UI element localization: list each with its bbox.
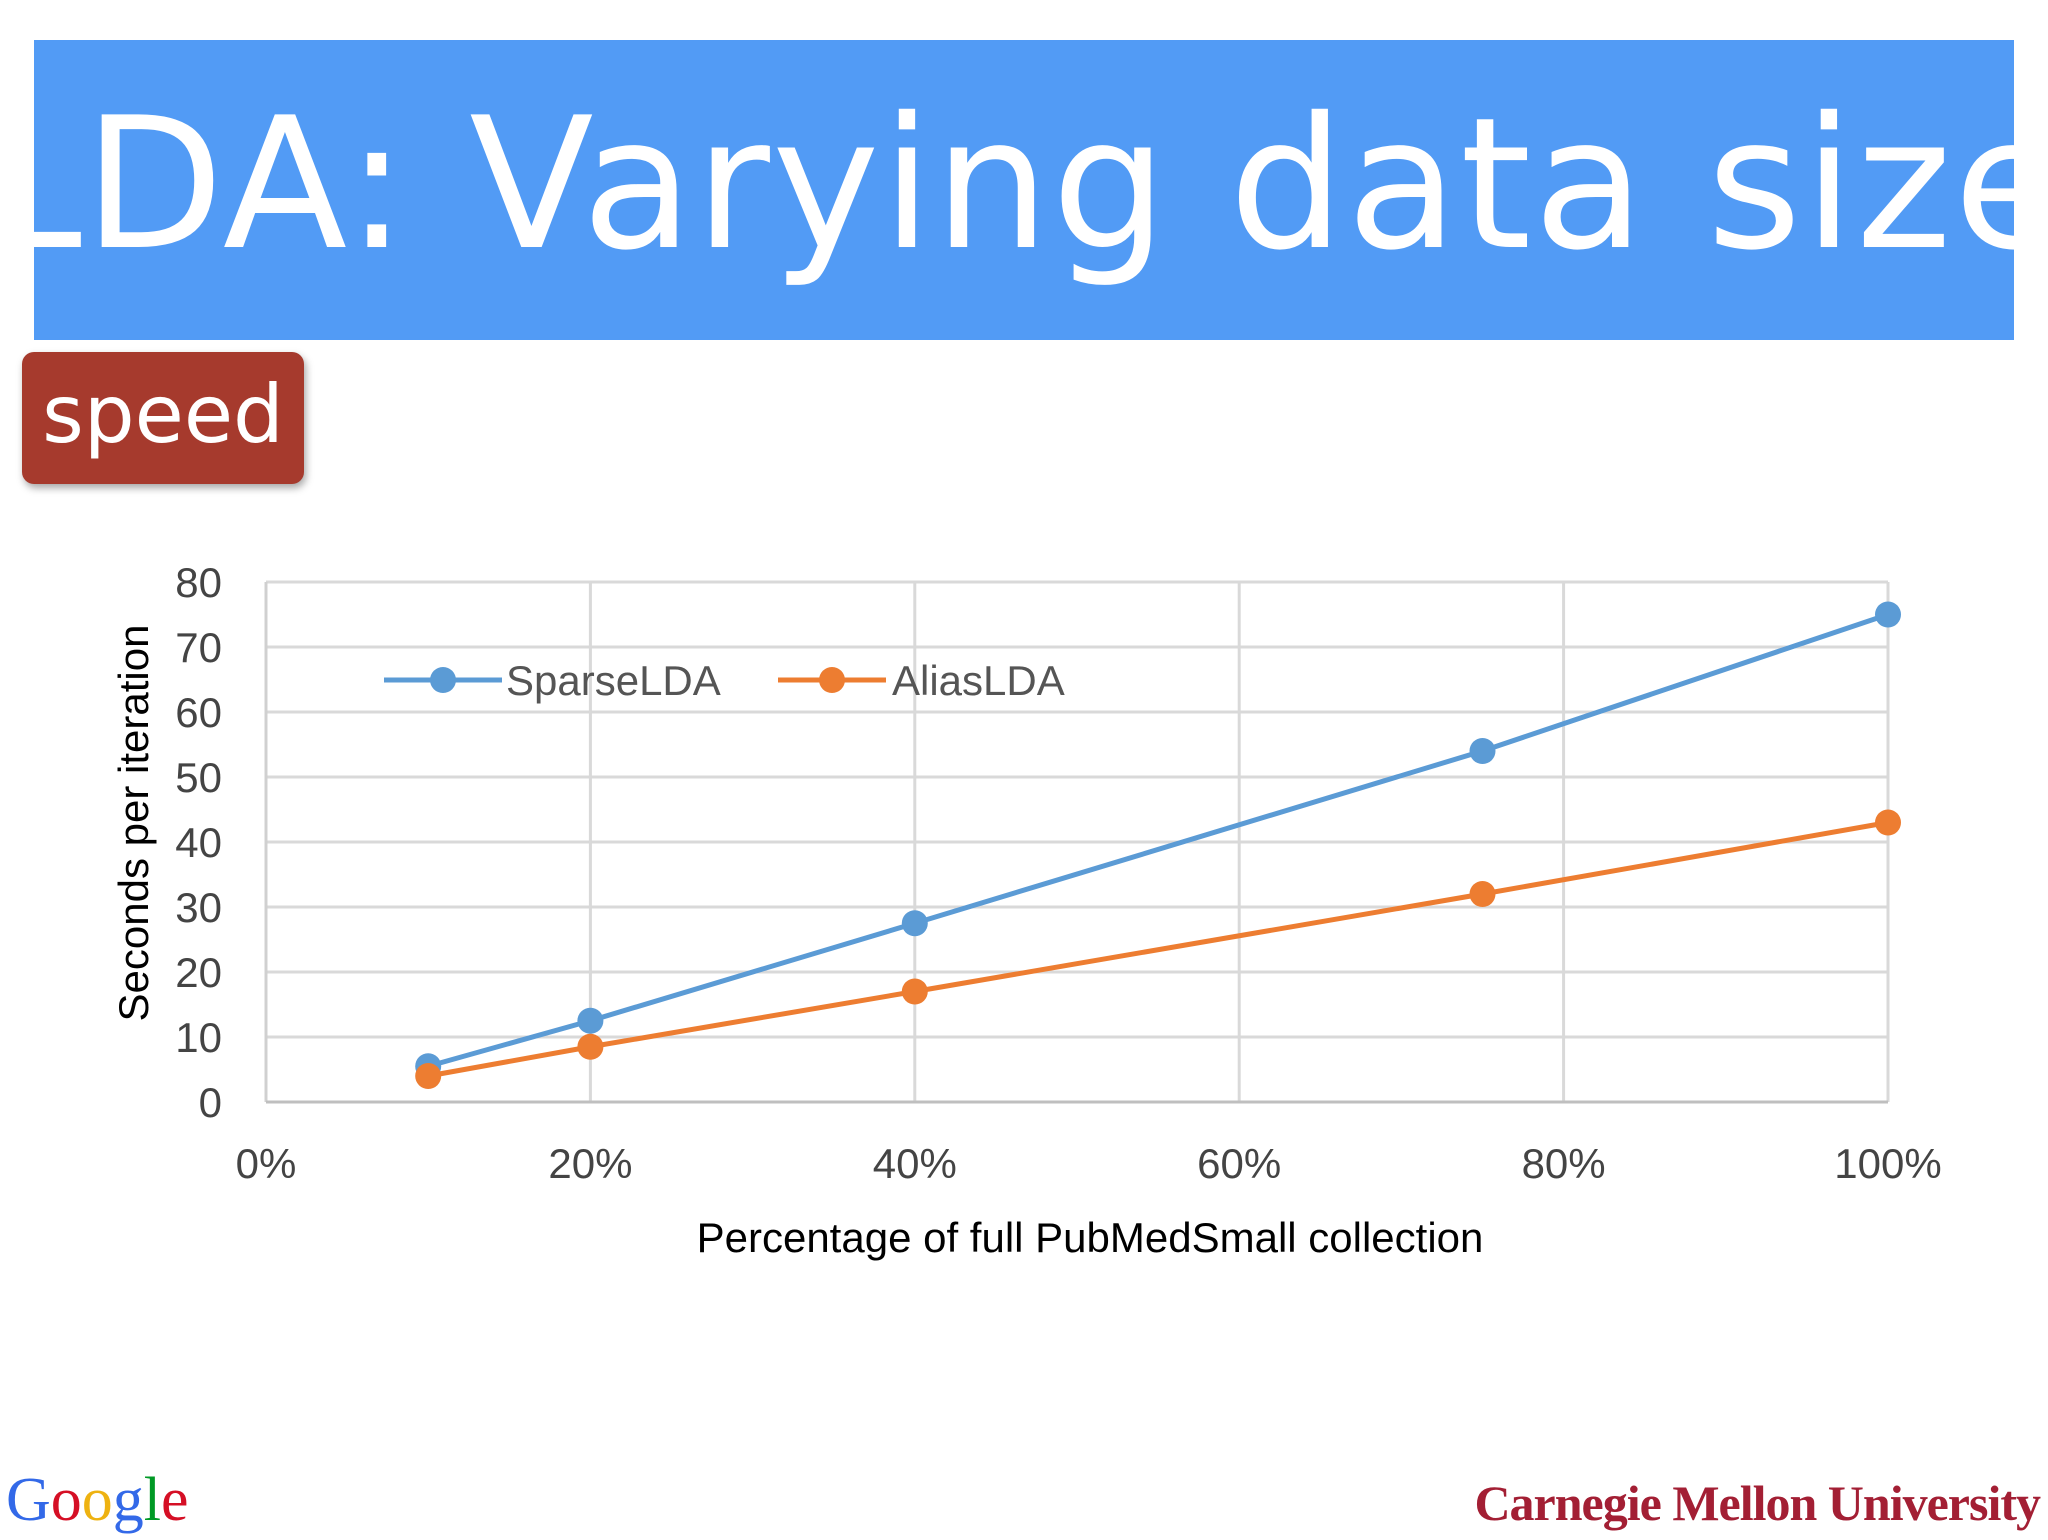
y-tick-label: 70 xyxy=(175,624,222,671)
legend-marker-sparselda xyxy=(430,667,456,693)
y-tick-label: 20 xyxy=(175,949,222,996)
legend-label-aliaslda: AliasLDA xyxy=(892,657,1065,704)
google-logo-letter: e xyxy=(161,1466,189,1534)
chart-ticks: 0 10 20 30 40 50 60 70 80 0% 20% 40% 60% 80% 100% xyxy=(175,559,1941,1187)
google-logo-letter: g xyxy=(112,1466,144,1534)
data-point-aliaslda xyxy=(1469,881,1496,907)
cmu-logo: Carnegie Mellon University xyxy=(1474,1475,2041,1531)
data-point-aliaslda xyxy=(901,978,928,1005)
chart-series xyxy=(415,601,1901,1089)
x-tick-label: 80% xyxy=(1522,1140,1606,1187)
y-tick-label: 60 xyxy=(175,689,222,736)
legend-marker-aliaslda xyxy=(819,667,845,693)
google-logo-letter: G xyxy=(6,1466,51,1534)
google-logo-letter: o xyxy=(81,1466,113,1534)
x-tick-label: 20% xyxy=(548,1140,632,1187)
title-banner: LDA: Varying data size xyxy=(0,40,2048,340)
y-axis-title: Seconds per iteration xyxy=(110,625,157,1022)
y-tick-label: 10 xyxy=(175,1014,222,1061)
legend-label-sparselda: SparseLDA xyxy=(506,657,721,704)
x-axis-title: Percentage of full PubMedSmall collectio… xyxy=(697,1214,1484,1261)
data-point-aliaslda xyxy=(1875,809,1901,836)
data-point-aliaslda xyxy=(577,1033,604,1060)
y-tick-label: 0 xyxy=(199,1079,222,1126)
x-tick-label: 60% xyxy=(1197,1140,1281,1187)
data-point-sparselda xyxy=(901,910,928,937)
google-logo-letter: o xyxy=(50,1466,82,1534)
x-tick-label: 40% xyxy=(873,1140,957,1187)
y-tick-label: 80 xyxy=(175,559,222,606)
data-point-sparselda xyxy=(1469,738,1496,764)
chart-axes xyxy=(264,582,1888,1104)
chart-legend: SparseLDA AliasLDA xyxy=(384,657,1065,704)
x-tick-label: 100% xyxy=(1834,1140,1941,1187)
y-tick-label: 30 xyxy=(175,884,222,931)
y-tick-label: 40 xyxy=(175,819,222,866)
y-tick-label: 50 xyxy=(175,754,222,801)
data-point-sparselda xyxy=(577,1007,604,1034)
slide-title: LDA: Varying data size xyxy=(0,78,2048,290)
speed-badge: speed xyxy=(22,352,304,484)
data-point-sparselda xyxy=(1875,601,1901,628)
speed-badge-label: speed xyxy=(42,367,284,461)
x-tick-label: 0% xyxy=(236,1140,297,1187)
google-logo: Google xyxy=(6,1460,189,1540)
data-point-aliaslda xyxy=(415,1063,442,1089)
google-logo-letter: l xyxy=(143,1466,162,1534)
chart-grid xyxy=(266,580,1890,1102)
